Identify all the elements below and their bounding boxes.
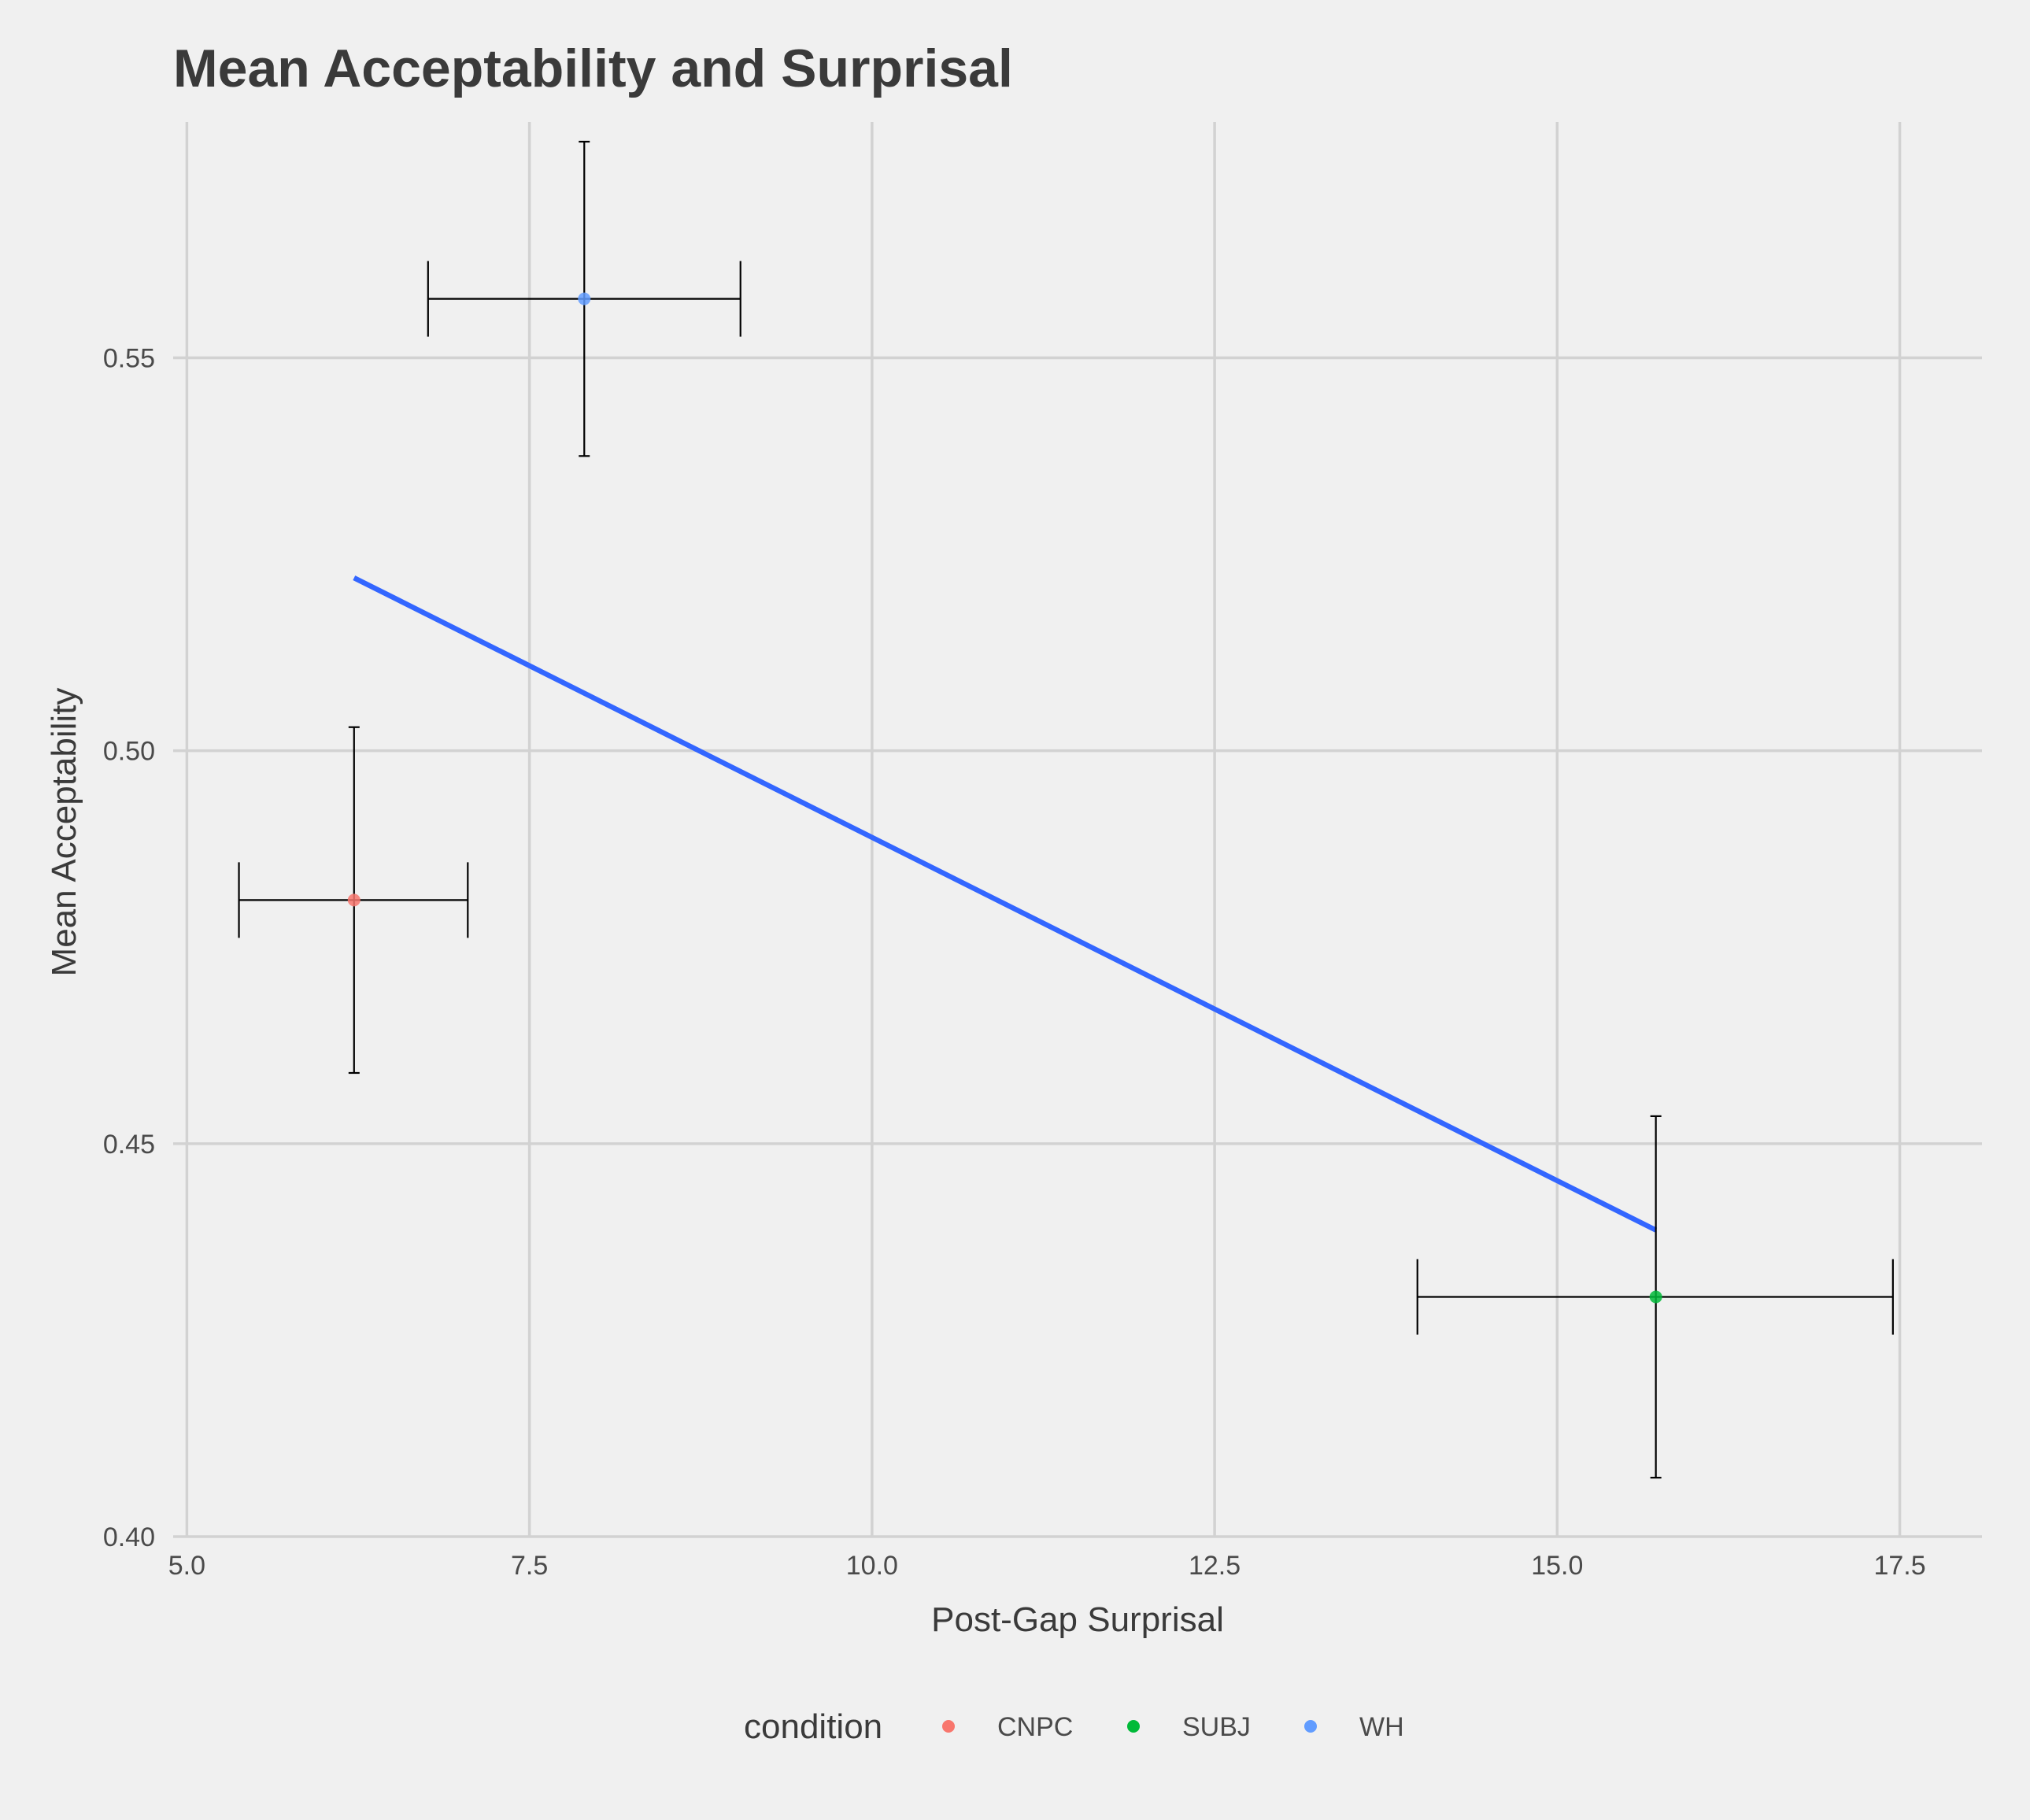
y-tick-label: 0.55	[103, 344, 155, 374]
point-cnpc	[347, 893, 361, 907]
y-tick-label: 0.40	[103, 1522, 155, 1552]
regression-line	[353, 575, 1658, 1233]
legend-item-wh: WH	[1304, 1712, 1404, 1742]
legend-swatch-cnpc	[942, 1720, 955, 1733]
regression-line-group	[353, 575, 1658, 1233]
x-tick-label: 12.5	[1189, 1551, 1241, 1581]
legend-label-subj: SUBJ	[1182, 1712, 1251, 1742]
x-tick-label: 10.0	[846, 1551, 898, 1581]
legend-title: condition	[744, 1707, 882, 1746]
legend-label-cnpc: CNPC	[997, 1712, 1073, 1742]
point-wh	[578, 292, 591, 305]
y-tick-label: 0.50	[103, 737, 155, 767]
legend-item-cnpc: CNPC	[942, 1712, 1073, 1742]
point-subj	[1649, 1290, 1662, 1304]
x-tick-label: 5.0	[168, 1551, 205, 1581]
x-axis-ticks: 5.0 7.5 10.0 12.5 15.0 17.5	[168, 1551, 1926, 1581]
data-points	[347, 292, 1662, 1304]
legend-items: CNPC SUBJ WH	[942, 1712, 1404, 1742]
error-bars	[238, 140, 1894, 1479]
y-tick-label: 0.45	[103, 1130, 155, 1160]
chart-title: Mean Acceptability and Surprisal	[173, 39, 1013, 98]
y-axis-title: Mean Acceptability	[45, 688, 83, 977]
gridlines	[173, 122, 1982, 1538]
legend-item-subj: SUBJ	[1127, 1712, 1251, 1742]
y-axis-ticks: 0.40 0.45 0.50 0.55	[103, 344, 155, 1553]
legend-swatch-wh	[1304, 1720, 1317, 1733]
x-tick-label: 15.0	[1531, 1551, 1583, 1581]
x-tick-label: 7.5	[511, 1551, 548, 1581]
x-axis-title: Post-Gap Surprisal	[931, 1600, 1224, 1639]
x-tick-label: 17.5	[1873, 1551, 1925, 1581]
legend-swatch-subj	[1127, 1720, 1140, 1733]
legend-label-wh: WH	[1359, 1712, 1404, 1742]
legend: condition CNPC SUBJ WH	[744, 1707, 1404, 1746]
